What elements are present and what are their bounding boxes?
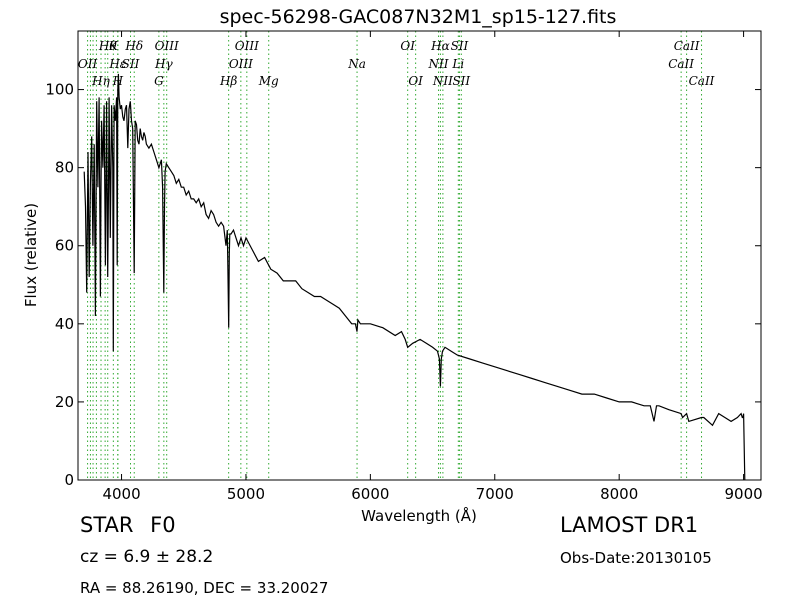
spectral-line-label: SII: [451, 39, 469, 53]
plot-frame: [77, 30, 762, 481]
redshift-text: cz = 6.9 ± 28.2: [80, 547, 214, 567]
spectral-line-label: OI: [408, 74, 423, 88]
spectral-line-label: Mg: [258, 74, 279, 88]
spectrum-series-line: [83, 73, 746, 481]
spectral-line-label: NII: [432, 74, 453, 88]
object-subclass-label: F0: [150, 513, 176, 537]
x-tick-label: 4000: [102, 485, 140, 503]
spectral-line-label: OIII: [235, 39, 259, 53]
object-class-label: STAR: [80, 513, 134, 537]
spectral-line-label: NII: [428, 57, 449, 71]
x-tick-label: 7000: [476, 485, 514, 503]
y-tick-label: 20: [55, 393, 74, 411]
chart-title: spec-56298-GAC087N32M1_sp15-127.fits: [220, 6, 617, 28]
y-axis-label: Flux (relative): [22, 203, 40, 307]
spectral-line-label: G: [154, 74, 164, 88]
spectral-line-label: OII: [78, 57, 98, 71]
spectral-line-label: Hγ: [154, 57, 173, 71]
x-axis-label: Wavelength (Å): [361, 506, 477, 525]
x-tick-label: 5000: [227, 485, 265, 503]
spectral-line-label: Hθ: [98, 39, 117, 53]
spectral-line-label: K: [108, 39, 119, 53]
x-tick-label: 9000: [724, 485, 762, 503]
spectral-line-label: OIII: [155, 39, 179, 53]
y-tick-label: 60: [55, 237, 74, 255]
y-tick-label: 80: [55, 159, 74, 177]
spectral-line-label: Na: [347, 57, 366, 71]
spectral-line-label: Hη: [91, 74, 110, 88]
spectral-line-label: CaII: [689, 74, 715, 88]
spectral-line-label: Hα: [430, 39, 450, 53]
spectral-line-label: OI: [400, 39, 415, 53]
spectral-line-label: CaII: [674, 39, 700, 53]
y-tick-label: 100: [45, 81, 74, 99]
spectral-line-label: Li: [451, 57, 464, 71]
spectral-line-label: Hβ: [219, 74, 237, 88]
spectral-line-label: Hδ: [124, 39, 143, 53]
coordinates-text: RA = 88.26190, DEC = 33.20027: [80, 579, 329, 597]
y-tick-label: 0: [64, 471, 74, 489]
spectral-line-label: SII: [122, 57, 140, 71]
spectral-line-label: OIII: [229, 57, 253, 71]
object-class: STAR F0: [80, 513, 176, 537]
survey-name: LAMOST DR1: [560, 513, 699, 537]
spectral-line-label: Hε: [108, 57, 126, 71]
spectral-line-label: SII: [452, 74, 470, 88]
x-tick-label: 8000: [600, 485, 638, 503]
spectral-line-label: CaII: [668, 57, 694, 71]
x-tick-label: 6000: [351, 485, 389, 503]
y-tick-label: 40: [55, 315, 74, 333]
observation-date: Obs-Date:20130105: [560, 549, 712, 567]
